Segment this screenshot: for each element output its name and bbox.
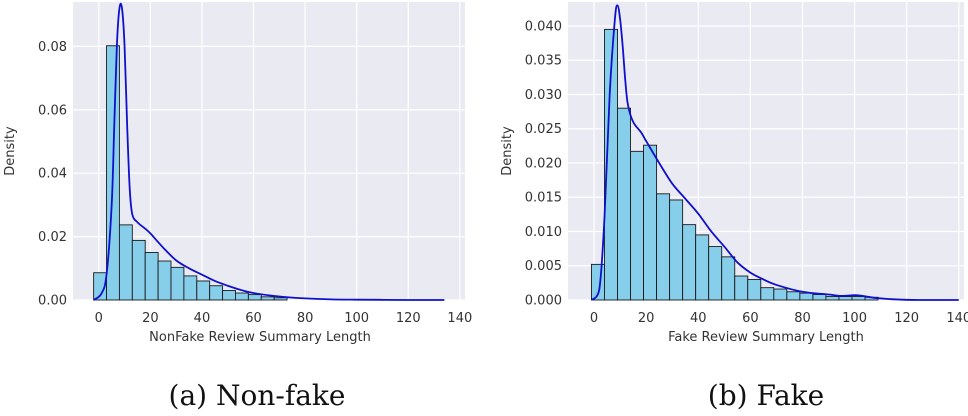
histogram-bar (734, 275, 749, 301)
y-tick-label: 0.040 (525, 19, 562, 34)
histogram-bar (786, 291, 801, 301)
x-tick-label: 40 (690, 311, 707, 326)
panel-non-fake: 0 20 40 60 80 100 120 140 0.000.020.040.060.08 … (3, 2, 472, 412)
histogram-bar (235, 292, 249, 301)
x-tick-labels-b: 0 20 40 60 80 100 120 140 (590, 311, 968, 326)
histogram-bar (617, 107, 631, 301)
y-tick-label: 0.000 (525, 294, 562, 309)
histogram-bar (157, 260, 172, 301)
histogram-bar (721, 256, 736, 301)
y-tick-label: 0.020 (525, 156, 562, 171)
x-tick-label: 60 (742, 311, 759, 326)
y-tick-label: 0.010 (525, 225, 562, 240)
bars-b (590, 28, 879, 301)
x-tick-label: 140 (946, 311, 968, 326)
y-tick-label: 0.030 (525, 88, 562, 103)
x-tick-label: 20 (638, 311, 655, 326)
x-tick-label: 120 (396, 311, 421, 326)
x-tick-label: 140 (447, 311, 472, 326)
y-tick-label: 0.08 (38, 40, 67, 55)
y-tick-labels-a: 0.00 0.02 0.04 0.06 0.08 (38, 40, 67, 309)
x-tick-label: 0 (95, 311, 103, 326)
histogram-bar (825, 296, 840, 301)
histogram-bar (747, 278, 762, 301)
y-tick-label: 0.02 (38, 230, 67, 245)
histogram-bar (708, 246, 723, 301)
histogram-bar (682, 224, 697, 301)
y-axis-label-b: Density (500, 126, 515, 176)
y-tick-label: 0.00 (38, 294, 67, 309)
histogram-bar (773, 288, 788, 301)
x-tick-label: 100 (344, 311, 369, 326)
histogram-bar (118, 224, 133, 301)
histogram-bar (260, 296, 275, 301)
y-tick-label: 0.06 (38, 103, 67, 118)
y-tick-label: 0.04 (38, 167, 67, 182)
y-tick-labels-b: 0.000 0.005 0.010 0.015 0.020 0.025 0.030 0.035… (525, 19, 562, 308)
x-tick-label: 0 (590, 311, 598, 326)
y-tick-label: 0.005 (525, 259, 562, 274)
x-tick-label: 80 (297, 311, 314, 326)
histogram-bar (170, 266, 185, 301)
histogram-bar (209, 285, 224, 301)
caption-b: (b) Fake (708, 379, 824, 412)
histogram-bar (247, 294, 262, 301)
histogram-bar (760, 287, 775, 301)
x-tick-labels-a: 0 20 40 60 80 100 120 140 (95, 311, 473, 326)
x-axis-label-a: NonFake Review Summary Length (149, 330, 371, 345)
histogram-bar (273, 297, 288, 301)
histogram-bar (669, 199, 684, 301)
x-tick-label: 80 (794, 311, 811, 326)
histogram-bar (838, 296, 853, 301)
histogram-bar (183, 275, 198, 301)
histogram-bar (812, 294, 827, 301)
panel-fake: 0 20 40 60 80 100 120 140 0.0000.0050.0100.0150… (500, 2, 968, 412)
histogram-bar (144, 251, 159, 301)
histogram-bar (799, 292, 814, 301)
histogram-bar (656, 193, 671, 301)
histogram-bar (222, 290, 236, 301)
x-tick-label: 20 (142, 311, 159, 326)
histogram-bar (131, 239, 146, 301)
histogram-bar (851, 296, 866, 301)
y-tick-label: 0.015 (525, 191, 562, 206)
x-tick-label: 100 (842, 311, 867, 326)
histogram-bar (630, 150, 645, 301)
histogram-bar (695, 234, 710, 301)
histogram-bar (643, 144, 658, 301)
caption-a: (a) Non-fake (169, 379, 346, 412)
x-tick-label: 40 (194, 311, 211, 326)
x-axis-label-b: Fake Review Summary Length (668, 330, 864, 345)
kde-line-a (93, 2, 445, 301)
y-tick-label: 0.035 (525, 54, 562, 69)
histogram-bar (196, 280, 211, 301)
x-tick-label: 120 (894, 311, 919, 326)
x-tick-label: 60 (245, 311, 262, 326)
y-tick-label: 0.025 (525, 122, 562, 137)
kde-line-b (590, 4, 959, 301)
y-axis-label-a: Density (3, 126, 18, 176)
